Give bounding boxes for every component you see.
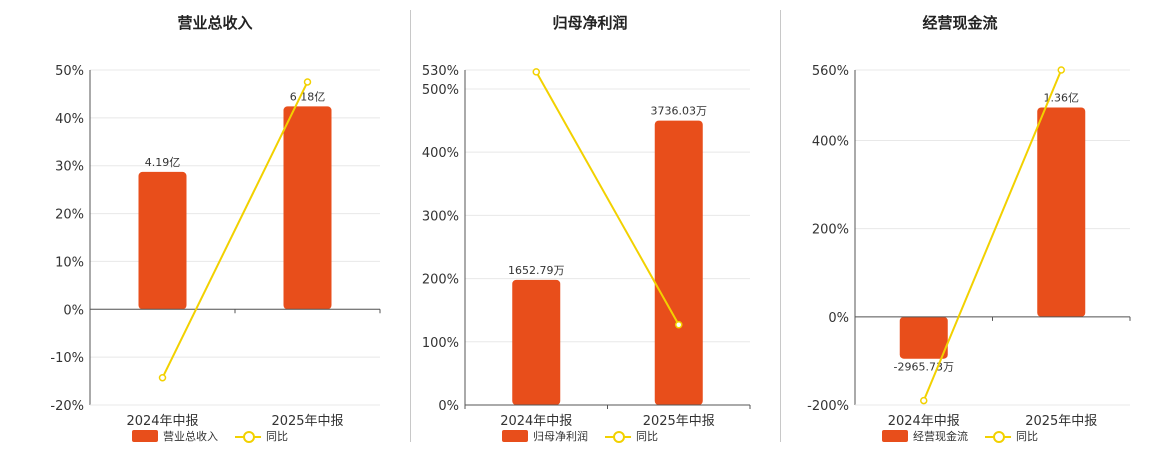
chart-panel-revenue: 营业总收入 50% 40% 30% 20% 10% 0% -10% -20% 4.19亿 6.18…: [30, 0, 400, 450]
y-tick-label: 500%: [422, 83, 459, 98]
bar: [512, 279, 561, 405]
chart-legend: 经营现金流 同比: [775, 428, 1145, 444]
chart-legend: 归母净利润 同比: [405, 428, 775, 444]
y-tick-label: 200%: [812, 223, 849, 238]
y-tick-label: 560%: [812, 64, 849, 79]
y-tick-label: -200%: [807, 399, 849, 414]
y-tick-label: 400%: [812, 135, 849, 150]
y-tick-label: 530%: [422, 64, 459, 79]
y-tick-label: 50%: [55, 64, 84, 79]
line-series: [161, 81, 309, 379]
y-tick-label: 40%: [55, 112, 84, 127]
x-tick-label: 2024年中报: [888, 414, 960, 429]
panel-divider: [410, 10, 411, 442]
bar: [899, 316, 948, 359]
y-tick-label: 0%: [438, 399, 459, 414]
legend-item-bar[interactable]: 营业总收入: [132, 428, 218, 444]
x-tick-label: 2025年中报: [1025, 414, 1097, 429]
bar-value-label: 1.36亿: [1044, 91, 1080, 104]
legend-item-bar[interactable]: 归母净利润: [502, 428, 588, 444]
line-point: [1057, 66, 1065, 74]
legend-item-bar[interactable]: 经营现金流: [882, 428, 968, 444]
line-series: [535, 71, 680, 326]
legend-label: 同比: [266, 430, 288, 443]
chart-legend: 营业总收入 同比: [30, 428, 400, 444]
legend-bar-swatch: [132, 430, 158, 442]
y-tick-label: 10%: [55, 255, 84, 270]
x-tick-label: 2025年中报: [643, 414, 715, 429]
bar-value-label: 6.18亿: [290, 90, 326, 103]
line-series: [922, 69, 1063, 401]
chart-panel-cash-flow: 经营现金流 560% 400% 200% 0% -200% -2965.73万 1.36亿 2…: [775, 0, 1145, 450]
x-tick-label: 2024年中报: [500, 414, 572, 429]
y-tick-label: 100%: [422, 336, 459, 351]
legend-bar-swatch: [882, 430, 908, 442]
chart-plot: 50% 40% 30% 20% 10% 0% -10% -20% 4.19亿 6.18亿 2024年…: [50, 64, 381, 429]
bar: [283, 106, 332, 310]
bar-value-label: 4.19亿: [145, 156, 181, 169]
legend-line-swatch: [235, 430, 261, 443]
y-tick-label: 20%: [55, 208, 84, 223]
y-tick-label: 30%: [55, 160, 84, 175]
legend-item-line[interactable]: 同比: [235, 428, 288, 444]
chart-title: 经营现金流: [922, 14, 998, 32]
bar-value-label: 1652.79万: [508, 264, 565, 277]
chart-plot: 530% 500% 400% 300% 200% 100% 0% 1652.79万 3736.0…: [422, 64, 751, 429]
line-point: [675, 320, 683, 329]
chart-plot: 560% 400% 200% 0% -200% -2965.73万 1.36亿 2024年中报…: [807, 64, 1131, 429]
legend-label: 经营现金流: [913, 430, 968, 443]
x-tick-label: 2025年中报: [271, 414, 343, 429]
y-tick-label: -10%: [50, 351, 84, 366]
y-tick-label: -20%: [50, 399, 84, 414]
legend-line-swatch: [985, 430, 1011, 443]
legend-bar-swatch: [502, 430, 528, 442]
bar: [1037, 107, 1086, 317]
y-tick-label: 0%: [828, 311, 849, 326]
panel-divider: [780, 10, 781, 442]
legend-line-swatch: [605, 430, 631, 443]
legend-item-line[interactable]: 同比: [985, 428, 1038, 444]
legend-label: 同比: [1016, 430, 1038, 443]
bar: [654, 120, 703, 405]
chart-title: 营业总收入: [177, 14, 253, 32]
chart-panel-net-profit: 归母净利润 530% 500% 400% 300% 200% 100% 0% 1652.79万…: [405, 0, 775, 450]
bar-value-label: 3736.03万: [651, 105, 708, 118]
legend-label: 同比: [636, 430, 658, 443]
line-point: [158, 373, 167, 382]
y-tick-label: 400%: [422, 146, 459, 161]
bar: [138, 171, 187, 310]
x-tick-label: 2024年中报: [126, 414, 198, 429]
y-tick-label: 0%: [63, 303, 84, 318]
y-tick-label: 300%: [422, 209, 459, 224]
legend-label: 归母净利润: [533, 430, 588, 443]
bar-value-label: -2965.73万: [894, 361, 954, 374]
y-tick-label: 200%: [422, 273, 459, 288]
line-point: [303, 78, 312, 86]
chart-title: 归母净利润: [552, 14, 628, 32]
line-point: [532, 68, 540, 76]
line-point: [920, 396, 928, 405]
legend-item-line[interactable]: 同比: [605, 428, 658, 444]
legend-label: 营业总收入: [163, 430, 218, 443]
